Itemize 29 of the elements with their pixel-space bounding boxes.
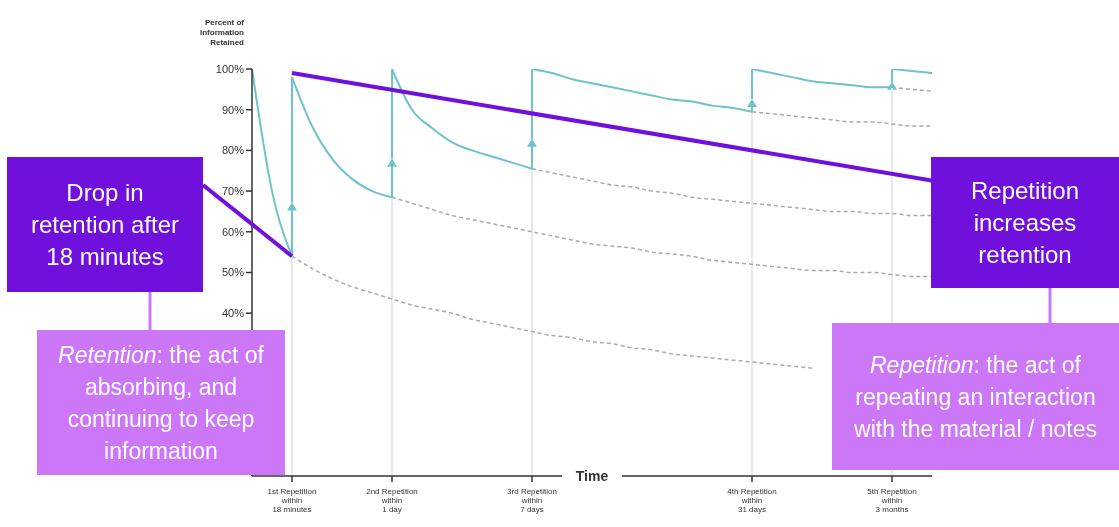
x-tick-label: 1st Repetition within 18 minutes: [267, 487, 317, 514]
line-series: [531, 167, 932, 217]
annotation: Retention: the act of absorbing, and continuing to keep information: [57, 340, 265, 466]
x-axis-title: Time: [562, 467, 622, 485]
x-tick-label: 4th Repetition within 31 days: [727, 487, 777, 514]
y-tick-label: 90%: [221, 103, 245, 116]
y-tick-label: 50%: [221, 266, 245, 279]
note-box: Repetition increases retention: [931, 157, 1119, 288]
y-tick-label: 40%: [221, 307, 245, 320]
annotation: Drop in retention after 18 minutes: [29, 177, 181, 272]
y-tick-label: 60%: [221, 225, 245, 238]
line-series: [751, 110, 932, 127]
annotation: Repetition: the act of repeating an interaction with the material / notes: [853, 350, 1098, 444]
line-series: [391, 196, 932, 278]
annotation: Repetition increases retention: [969, 175, 1081, 270]
x-tick-label: 3rd Repetition within 7 days: [507, 487, 557, 514]
y-tick-label: 70%: [221, 185, 245, 198]
line-series: [291, 255, 813, 369]
line-series: [291, 76, 393, 199]
line-series: [391, 69, 533, 170]
y-axis-title: Percent of Information Retained: [199, 18, 244, 48]
y-tick-label: 80%: [221, 144, 245, 157]
note-box: Retention: the act of absorbing, and continuing to keep information: [37, 330, 285, 475]
x-tick-label: 2nd Repetition within 1 day: [366, 487, 418, 514]
note-box: Drop in retention after 18 minutes: [7, 157, 203, 292]
line-series: [531, 69, 753, 113]
note-box: Repetition: the act of repeating an interaction with the material / notes: [832, 323, 1119, 470]
x-tick-label: 5th Repetition within 3 months: [867, 487, 917, 514]
y-tick-label: 100%: [215, 62, 245, 75]
